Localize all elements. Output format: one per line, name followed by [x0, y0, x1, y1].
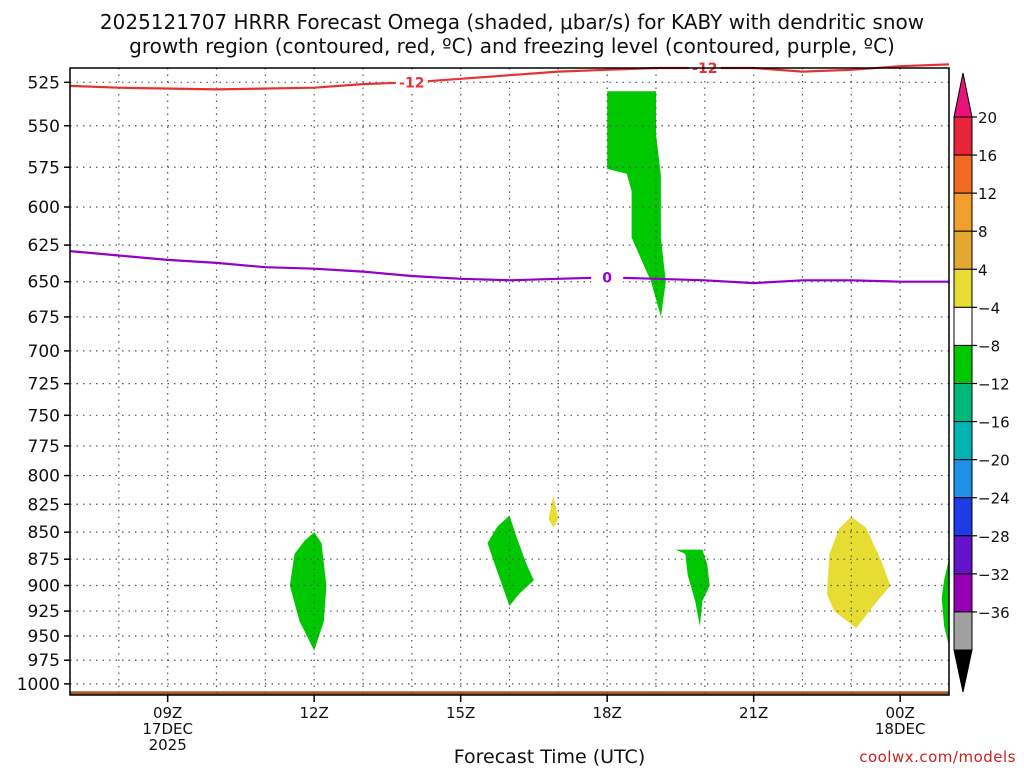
y-tick-label-675: 675 [28, 308, 60, 328]
colorbar-bin-9 [953, 421, 973, 461]
y-tick-label-950: 950 [28, 627, 60, 647]
colorbar-bin-14 [953, 611, 973, 651]
omega-region-2 [289, 532, 327, 651]
y-tick-label-775: 775 [28, 437, 60, 457]
x-axis-label: Forecast Time (UTC) [454, 746, 645, 768]
freezing-level-label-bg-0 [591, 269, 624, 286]
colorbar-bottom-arrow [953, 649, 973, 693]
y-tick-label-525: 525 [28, 73, 60, 93]
omega-region-5 [941, 559, 949, 646]
omega-region-1 [607, 91, 666, 317]
y-tick-label-800: 800 [28, 467, 60, 487]
x-date-label-09Z: 17DEC [142, 720, 193, 738]
dgz-contour-line [69, 63, 950, 91]
y-tick-label-825: 825 [28, 495, 60, 515]
y-tick-label-650: 650 [28, 273, 60, 293]
colorbar-bin-13 [953, 573, 973, 613]
colorbar-label-14: −36 [978, 604, 1010, 622]
freezing-level-label-0: 0 [602, 270, 612, 286]
site-credit: coolwx.com/models [859, 748, 1016, 766]
colorbar-label-2: 16 [978, 147, 997, 165]
colorbar-bin-6 [953, 306, 973, 346]
dgz-contour-label-1: -12 [692, 61, 717, 77]
y-tick-label-600: 600 [28, 198, 60, 218]
colorbar-label-1: 20 [978, 109, 997, 127]
x-tick-label-18Z: 18Z [592, 704, 621, 722]
colorbar: 20 16 12 8 4 −4 −8 −12 −16 −20 −24 −28 −32 −36 [953, 72, 1010, 693]
x-tick-label-15Z: 15Z [446, 704, 475, 722]
y-tick-label-550: 550 [28, 117, 60, 137]
y-tick-label-575: 575 [28, 158, 60, 178]
y-tick-label-1000: 1000 [17, 675, 60, 695]
x-tick-label-21Z: 21Z [739, 704, 768, 722]
x-tick-label-12Z: 12Z [299, 704, 328, 722]
y-tick-label-900: 900 [28, 577, 60, 597]
y-tick-label-925: 925 [28, 602, 60, 622]
omega-region-7 [826, 516, 891, 629]
axes-layer: 525 550 575 600 625 650 675 700 725 750 775 800 825 8… [17, 67, 950, 768]
omega-region-3 [487, 515, 534, 606]
colorbar-label-5: 4 [978, 261, 988, 279]
y-tick-label-975: 975 [28, 651, 60, 671]
y-tick-label-700: 700 [28, 342, 60, 362]
colorbar-bin-3 [953, 192, 973, 232]
colorbar-bin-10 [953, 459, 973, 499]
colorbar-label-4: 8 [978, 223, 988, 241]
colorbar-label-10: −20 [978, 452, 1010, 470]
colorbar-label-13: −32 [978, 566, 1010, 584]
chart-title-line-1: 2025121707 HRRR Forecast Omega (shaded, … [99, 10, 925, 34]
plot-frame [69, 67, 950, 696]
dgz-contour-label-bg-0 [395, 74, 428, 91]
contour-layer: 0 -12 -12 [69, 60, 950, 286]
y-tick-label-875: 875 [28, 550, 60, 570]
chart-title-line-2: growth region (contoured, red, ºC) and f… [129, 34, 895, 58]
y-tick-label-625: 625 [28, 236, 60, 256]
freezing-level-line [69, 250, 949, 285]
colorbar-label-8: −12 [978, 376, 1010, 394]
colorbar-label-7: −8 [978, 337, 1000, 355]
colorbar-bin-8 [953, 383, 973, 423]
omega-region-6 [548, 495, 559, 528]
y-tick-label-750: 750 [28, 406, 60, 426]
x-tick-label-09Z: 09Z [153, 704, 182, 722]
colorbar-bin-12 [953, 535, 973, 575]
dgz-contour-label-0: -12 [399, 75, 424, 91]
colorbar-bin-1 [953, 116, 973, 156]
colorbar-label-3: 12 [978, 185, 997, 203]
colorbar-bin-4 [953, 230, 973, 270]
colorbar-bin-11 [953, 497, 973, 537]
colorbar-label-9: −16 [978, 414, 1010, 432]
colorbar-bin-2 [953, 154, 973, 194]
colorbar-label-11: −24 [978, 490, 1010, 508]
colorbar-label-12: −28 [978, 528, 1010, 546]
y-tick-label-725: 725 [28, 375, 60, 395]
colorbar-top-arrow [953, 72, 973, 118]
x-date-label-00Z: 18DEC [875, 720, 926, 738]
x-year-label-09Z: 2025 [149, 736, 187, 754]
x-tick-label-00Z: 00Z [885, 704, 914, 722]
omega-region-4 [675, 549, 710, 627]
y-tick-label-850: 850 [28, 523, 60, 543]
colorbar-bin-5 [953, 268, 973, 308]
colorbar-bin-7 [953, 344, 973, 384]
colorbar-label-6: −4 [978, 299, 1000, 317]
